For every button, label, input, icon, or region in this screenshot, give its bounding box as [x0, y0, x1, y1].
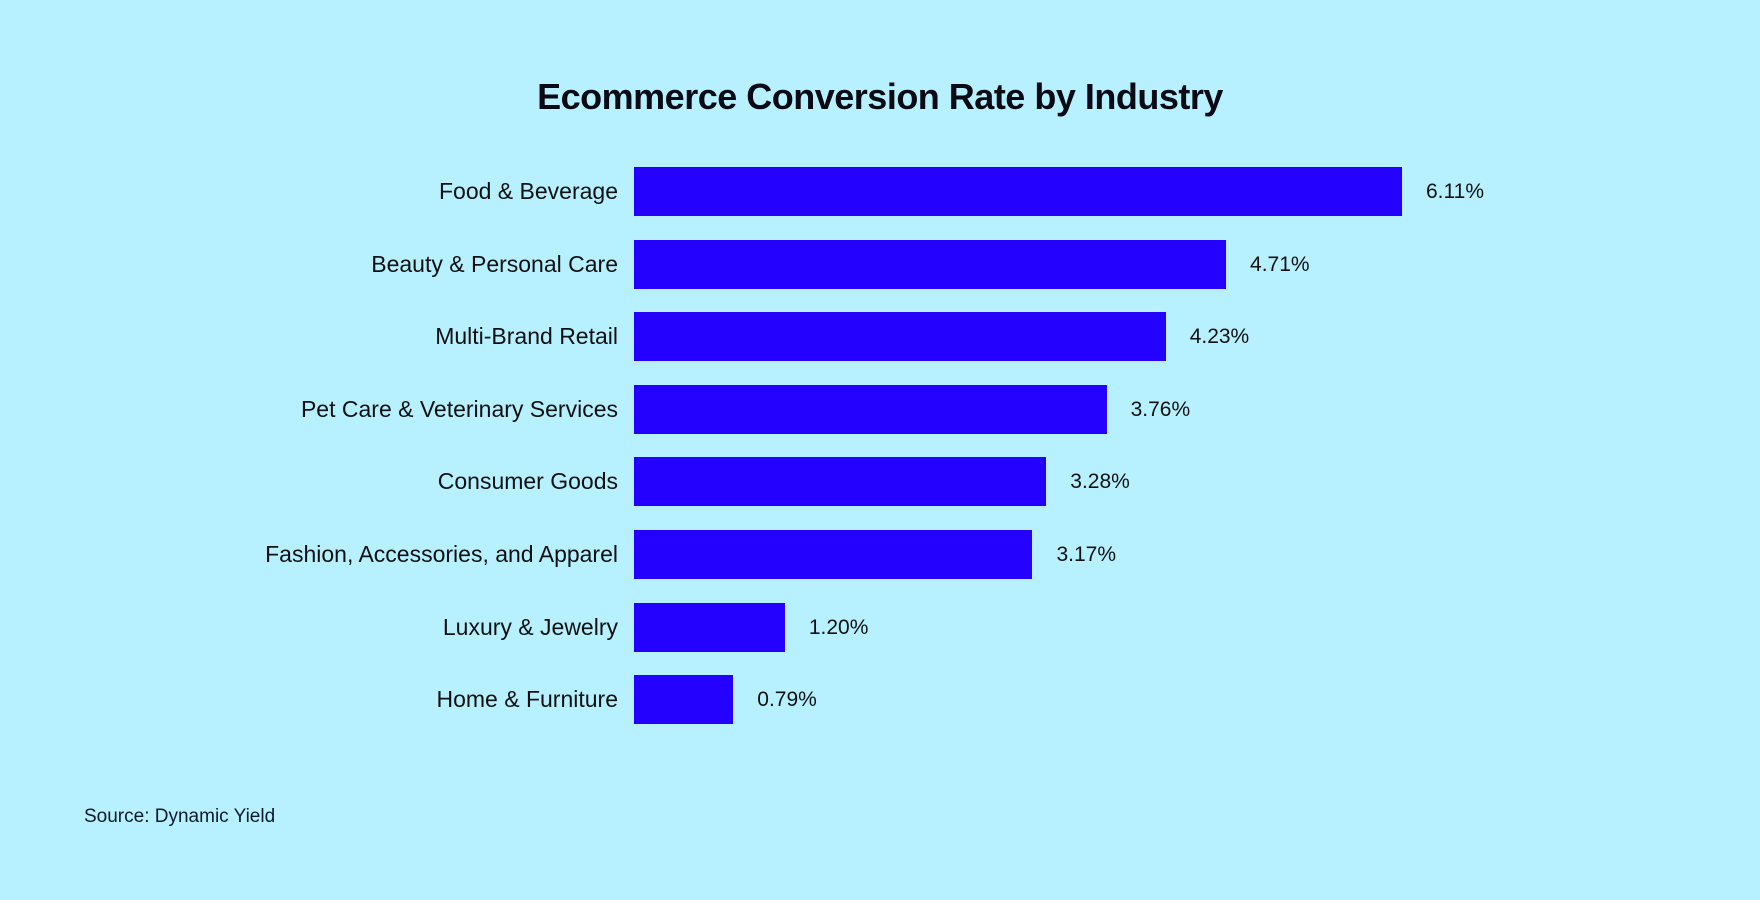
category-label: Home & Furniture [436, 686, 618, 713]
bar-row: Consumer Goods 3.28% [0, 457, 1760, 507]
category-label: Pet Care & Veterinary Services [300, 395, 618, 422]
bar-row: Home & Furniture 0.79% [0, 675, 1760, 725]
bar-row: Food & Beverage 6.11% [0, 167, 1760, 216]
bar-row: Fashion, Accessories, and Apparel 3.17% [0, 530, 1760, 579]
value-label: 4.23% [1189, 325, 1250, 349]
value-label: 1.20% [808, 615, 869, 639]
bar [634, 602, 785, 652]
category-label: Multi-Brand Retail [435, 323, 618, 350]
category-label: Beauty & Personal Care [371, 250, 618, 277]
bar [634, 167, 1402, 216]
bar [634, 239, 1227, 289]
bar-row: Pet Care & Veterinary Services 3.76% [0, 384, 1760, 434]
category-label: Fashion, Accessories, and Apparel [265, 541, 618, 567]
chart-title: Ecommerce Conversion Rate by Industry [537, 76, 1223, 117]
bar [634, 530, 1033, 579]
bar [634, 384, 1107, 434]
bar-row: Beauty & Personal Care 4.71% [0, 239, 1760, 289]
bar [634, 675, 734, 725]
value-label: 3.76% [1130, 397, 1191, 421]
bar [634, 457, 1047, 507]
bar [634, 312, 1166, 362]
category-label: Consumer Goods [437, 468, 618, 495]
value-label: 4.71% [1250, 252, 1310, 276]
value-label: 0.79% [757, 688, 817, 712]
category-label: Food & Beverage [438, 178, 618, 204]
value-label: 3.28% [1070, 470, 1130, 494]
bar-row: Multi-Brand Retail 4.23% [0, 312, 1760, 362]
value-label: 3.17% [1056, 543, 1116, 566]
category-label: Luxury & Jewelry [442, 613, 618, 640]
source-note: Source: Dynamic Yield [84, 806, 276, 827]
bar-row: Luxury & Jewelry 1.20% [0, 602, 1760, 652]
value-label: 6.11% [1426, 180, 1484, 203]
